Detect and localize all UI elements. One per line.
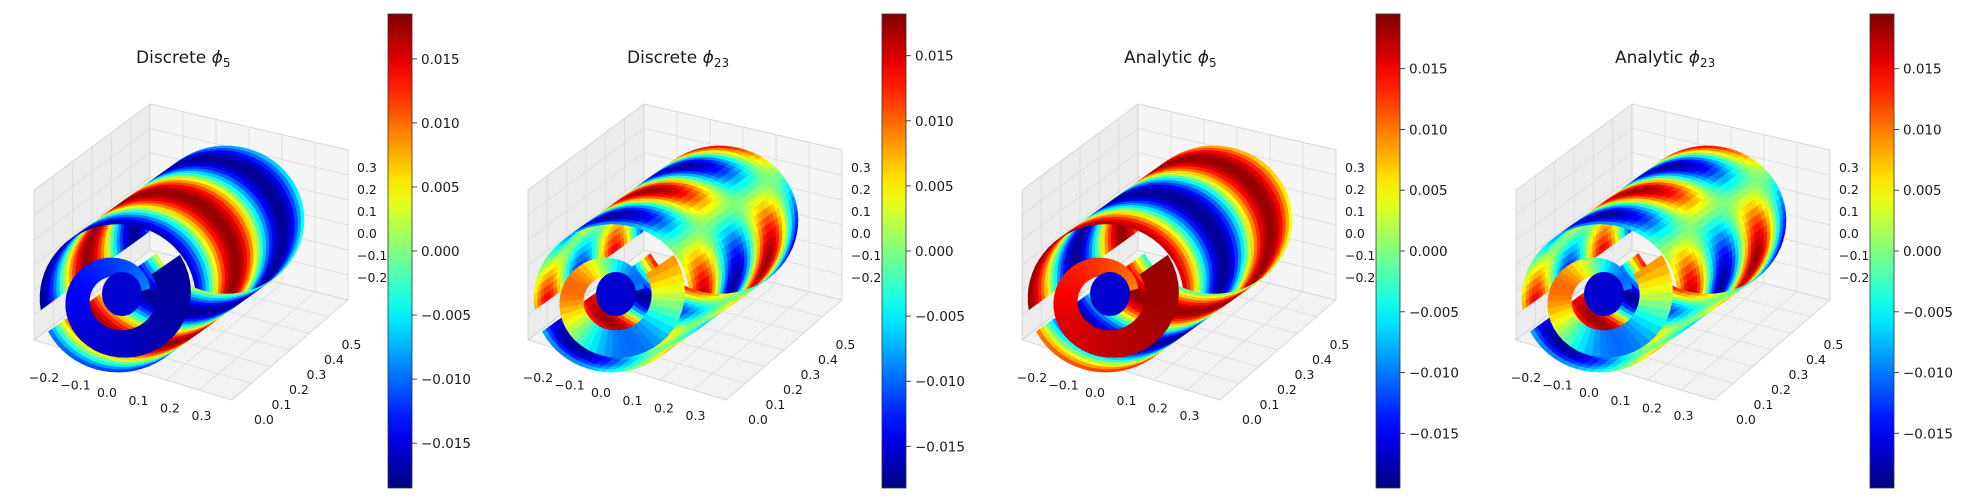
chart-panel: Analytic ϕ5 −0.2 −0.1 0.0 0.1 0.2 0.3 0.0 0.1 0.2… bbox=[988, 0, 1482, 502]
axis-ticks: −0.2−0.10.00.10.20.3 0.00.10.20.30.40.50.… bbox=[523, 160, 882, 427]
colorbar-gradient bbox=[387, 13, 413, 489]
chart-title-subscript: 5 bbox=[222, 56, 231, 70]
colorbar: 0.015 0.010 0.005 0.000 −0.005 −0.010 −0.015 bbox=[387, 13, 471, 489]
y-tick-label: 0.3 bbox=[801, 367, 821, 382]
chart-title-symbol: ϕ bbox=[702, 48, 714, 68]
chart-title-subscript: 23 bbox=[713, 56, 730, 70]
colorbar-gradient bbox=[881, 13, 907, 489]
z-tick-label: 0.0 bbox=[357, 226, 377, 241]
x-tick-label: −0.2 bbox=[29, 370, 59, 385]
chart-title-prefix: Analytic bbox=[1124, 48, 1193, 68]
colorbar-tick-label: 0.005 bbox=[421, 180, 460, 196]
x-tick-label: −0.1 bbox=[60, 378, 90, 393]
y-tick-label: 0.4 bbox=[818, 352, 838, 367]
y-tick-label: 0.2 bbox=[783, 382, 803, 397]
x-tick-label: −0.2 bbox=[523, 370, 553, 385]
chart-title: Discrete ϕ5 bbox=[136, 48, 231, 70]
surface-patch bbox=[542, 328, 550, 339]
grid-line bbox=[527, 152, 645, 241]
y-tick-label: 0.1 bbox=[766, 397, 786, 412]
colorbar-tick-label: 0.005 bbox=[915, 179, 954, 195]
y-tick-label: 0.1 bbox=[272, 397, 292, 412]
x-tick-label: 0.1 bbox=[129, 393, 149, 408]
z-tick-label: 0.0 bbox=[851, 226, 871, 241]
grid-line bbox=[527, 128, 645, 216]
colorbar-tick-label: −0.005 bbox=[915, 309, 965, 325]
y-tick-label: 0.0 bbox=[748, 412, 768, 427]
colorbar-tick-label: 0.015 bbox=[421, 52, 460, 68]
grid-line bbox=[198, 291, 316, 391]
colorbar-tick-label: 0.000 bbox=[421, 244, 460, 260]
colorbar: 0.015 0.010 0.005 0.000 −0.005 −0.010 −0.015 bbox=[881, 13, 965, 489]
y-tick-label: 0.5 bbox=[342, 337, 362, 352]
chart-title-symbol: ϕ bbox=[1197, 48, 1209, 68]
grid-line bbox=[1186, 291, 1304, 391]
grid-line bbox=[692, 291, 810, 391]
z-tick-label: 0.2 bbox=[357, 182, 377, 197]
grid-line bbox=[1021, 128, 1139, 216]
y-tick-label: 0.0 bbox=[254, 412, 274, 427]
x-tick-label: 0.0 bbox=[97, 385, 117, 400]
surface-inner-hole bbox=[102, 272, 142, 316]
chart-title-subscript: 5 bbox=[1208, 56, 1217, 70]
grid-line bbox=[33, 176, 151, 266]
grid-line bbox=[33, 128, 151, 216]
x-tick-label: 0.0 bbox=[591, 385, 611, 400]
chart-svg: −0.2−0.10.00.10.20.3 0.00.10.20.30.40.50.… bbox=[1017, 13, 1459, 489]
x-tick-label: 0.2 bbox=[160, 400, 180, 415]
grid-line bbox=[1021, 152, 1139, 241]
chart-panel: Discrete ϕ23 −0.2 −0.1 0.0 0.1 0.2 0.3 0.0 0.1 0.… bbox=[494, 0, 988, 502]
z-tick-label: −0.1 bbox=[851, 248, 881, 263]
x-tick-label: 0.2 bbox=[654, 400, 674, 415]
grid-line bbox=[33, 152, 151, 241]
chart-title-prefix: Discrete bbox=[627, 48, 698, 68]
z-tick-label: 0.1 bbox=[851, 204, 871, 219]
y-tick-label: 0.3 bbox=[307, 367, 327, 382]
chart-svg: −0.2−0.10.00.10.20.3 0.00.10.20.30.40.50.… bbox=[29, 13, 471, 489]
z-tick-label: −0.2 bbox=[357, 270, 387, 285]
colorbar-tick-label: −0.015 bbox=[421, 436, 471, 452]
z-tick-label: −0.1 bbox=[357, 248, 387, 263]
z-tick-label: 0.3 bbox=[357, 160, 377, 175]
surface-patch bbox=[48, 328, 56, 339]
y-tick-label: 0.2 bbox=[289, 382, 309, 397]
z-tick-label: −0.2 bbox=[851, 270, 881, 285]
chart-panel: Discrete ϕ5 −0.2 −0.1 0.0 0.1 0.2 0.3 0.0 0.1 0.2… bbox=[0, 0, 494, 502]
z-tick-label: 0.2 bbox=[851, 182, 871, 197]
z-tick-label: 0.3 bbox=[851, 160, 871, 175]
y-tick-label: 0.5 bbox=[836, 337, 856, 352]
colorbar-tick-label: −0.015 bbox=[915, 439, 965, 455]
colorbar-tick-label: −0.010 bbox=[915, 374, 965, 390]
z-tick-label: 0.1 bbox=[357, 204, 377, 219]
chart-svg: −0.2−0.10.00.10.20.3 0.00.10.20.30.40.50.… bbox=[523, 13, 965, 489]
colorbar-tick-label: −0.005 bbox=[421, 308, 471, 324]
surface-inner-hole bbox=[596, 272, 636, 316]
grid-line bbox=[527, 176, 645, 266]
x-tick-label: 0.1 bbox=[623, 393, 643, 408]
grid-line bbox=[1021, 176, 1139, 266]
x-tick-label: −0.1 bbox=[554, 378, 584, 393]
colorbar-tick-label: 0.010 bbox=[421, 116, 460, 132]
surface-plot bbox=[533, 145, 799, 373]
colorbar-tick-label: 0.000 bbox=[915, 244, 954, 260]
chart-title-symbol: ϕ bbox=[211, 48, 223, 68]
x-tick-label: 0.3 bbox=[192, 408, 212, 423]
chart-title-prefix: Discrete bbox=[136, 48, 207, 68]
colorbar-tick-label: 0.010 bbox=[915, 114, 954, 130]
axis-ticks: −0.2−0.10.00.10.20.3 0.00.10.20.30.40.50.… bbox=[29, 160, 388, 427]
surface-plot bbox=[1027, 145, 1293, 373]
chart-title: Analytic ϕ5 bbox=[1124, 48, 1217, 70]
chart-title: Discrete ϕ23 bbox=[627, 48, 730, 70]
colorbar-tick-label: −0.010 bbox=[421, 372, 471, 388]
x-tick-label: 0.3 bbox=[686, 408, 706, 423]
surface-plot bbox=[39, 145, 305, 373]
colorbar-tick-label: 0.015 bbox=[915, 49, 954, 65]
y-tick-label: 0.4 bbox=[324, 352, 344, 367]
